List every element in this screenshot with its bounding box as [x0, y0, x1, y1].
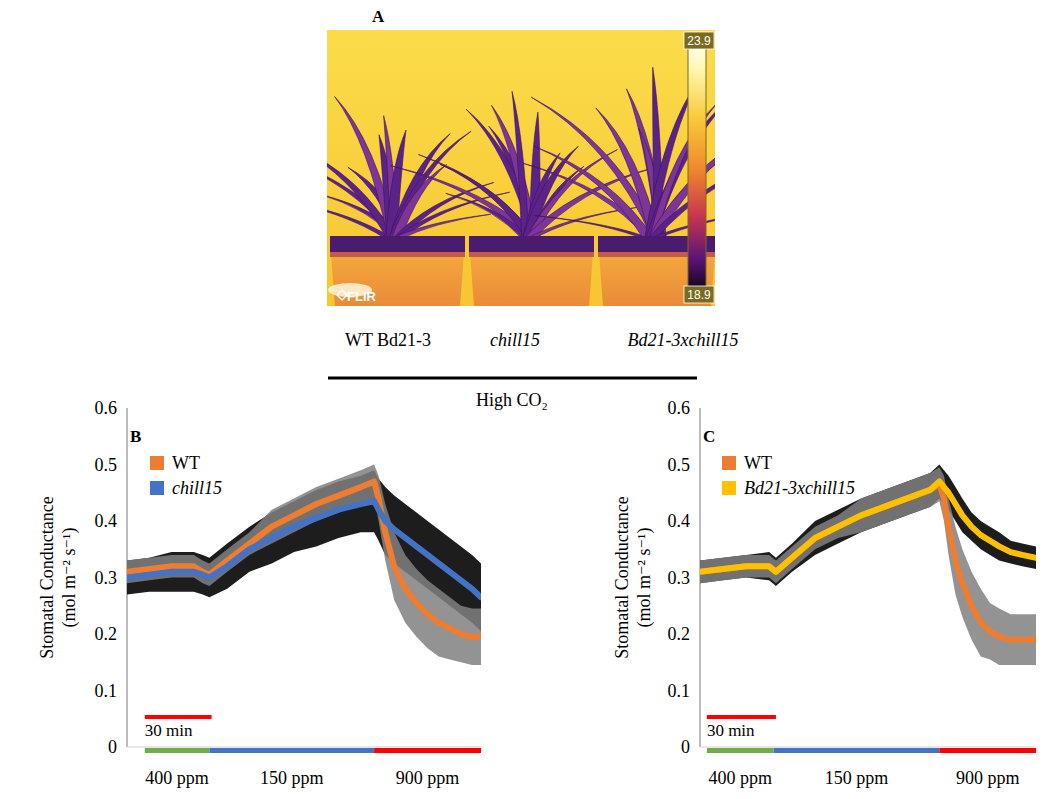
colorbar: [688, 38, 706, 298]
phase-bar: [774, 748, 940, 753]
phase-bar: [145, 748, 210, 753]
pot-soil: [330, 236, 465, 254]
y-axis-title: (mol m⁻² s⁻¹): [634, 528, 655, 628]
scale-bar-label: 30 min: [145, 721, 193, 740]
leaf: [531, 97, 662, 240]
thermal-image: FLIR 23.9 18.9: [327, 30, 715, 306]
legend-label: WT: [172, 453, 200, 473]
phase-label: 900 ppm: [956, 768, 1020, 788]
image-background: [327, 30, 715, 306]
legend-swatch: [722, 481, 736, 495]
y-tick-label: 0.3: [668, 568, 691, 588]
colorbar-label: 23.9: [687, 34, 711, 48]
x-axis-line: [127, 747, 481, 748]
y-tick-label: 0.6: [668, 398, 691, 418]
phase-bar: [209, 748, 374, 753]
logo: FLIR: [347, 289, 376, 304]
y-tick-label: 0.3: [95, 568, 118, 588]
legend-swatch: [150, 456, 164, 470]
pot-rim: [469, 252, 594, 257]
series-line: [700, 484, 1036, 639]
chart: B 0 0.1 0.2 0.3 0.4 0.5 0.6 Stomatal Conductance…: [37, 398, 481, 788]
genotype-label: WT Bd21-3: [345, 330, 431, 350]
y-axis-title: Stomatal Conductance: [612, 496, 632, 658]
colorbar-label-box: [684, 286, 714, 303]
phase-bar: [374, 748, 481, 753]
pot-rim: [330, 252, 465, 257]
scale-bar: [707, 715, 776, 719]
y-tick-label: 0.4: [95, 511, 118, 531]
group-line: [328, 377, 697, 380]
phase-label: 400 ppm: [709, 768, 773, 788]
y-tick-label: 0.5: [668, 455, 691, 475]
y-tick-label: 0.6: [95, 398, 118, 418]
error-band: [700, 467, 1036, 665]
panel-letter: C: [703, 427, 715, 446]
phase-label: 400 ppm: [145, 768, 209, 788]
series-line: [127, 481, 481, 636]
x-axis-line: [700, 747, 1036, 748]
genotype-label: Bd21-3xchill15: [628, 330, 739, 350]
legend-swatch: [722, 456, 736, 470]
y-tick-label: 0.1: [668, 681, 691, 701]
y-tick-label: 0.2: [95, 624, 118, 644]
y-tick-label: 0: [108, 737, 117, 757]
y-tick-label: 0.2: [668, 624, 691, 644]
y-tick-label: 0: [681, 737, 690, 757]
phase-label: 150 ppm: [825, 768, 889, 788]
legend-label: chill15: [172, 478, 222, 498]
y-tick-label: 0.1: [95, 681, 118, 701]
scale-bar: [145, 715, 212, 719]
phase-label: 900 ppm: [396, 768, 460, 788]
figure: FLIR 23.9 18.9 A WT Bd21-3 chill15 Bd21-3xchil…: [0, 0, 1044, 799]
chart: C 0 0.1 0.2 0.3 0.4 0.5 0.6 Stomatal Conductance…: [612, 398, 1036, 788]
pot-soil: [469, 236, 594, 254]
y-axis-title: Stomatal Conductance: [37, 496, 57, 658]
colorbar-label: 18.9: [687, 288, 711, 302]
panel-letter: B: [130, 427, 141, 446]
phase-bar: [707, 748, 774, 753]
phase-bar: [939, 748, 1036, 753]
leaf: [388, 131, 471, 240]
legend-label: Bd21-3xchill15: [744, 478, 855, 498]
scale-bar-label: 30 min: [707, 721, 755, 740]
legend-label: WT: [744, 453, 772, 473]
phase-label: 150 ppm: [260, 768, 324, 788]
leaf: [512, 91, 529, 240]
colorbar-label-box: [684, 32, 714, 49]
y-tick-label: 0.4: [668, 511, 691, 531]
condition-label: High CO₂: [476, 390, 548, 410]
series-line: [127, 501, 481, 597]
legend-swatch: [150, 481, 164, 495]
y-axis-title: (mol m⁻² s⁻¹): [59, 528, 80, 628]
genotype-label: chill15: [490, 330, 540, 350]
logo-icon: [337, 290, 347, 300]
y-tick-label: 0.5: [95, 455, 118, 475]
panel-letter: A: [372, 7, 385, 26]
plot-area: [127, 465, 481, 666]
plot-area: [700, 465, 1036, 666]
leaf: [534, 146, 655, 240]
error-band: [127, 465, 481, 666]
leaf: [522, 146, 578, 240]
